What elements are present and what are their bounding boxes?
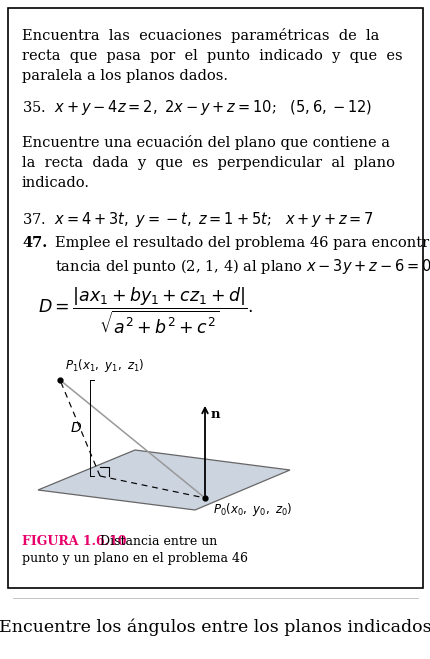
Text: Encuentra  las  ecuaciones  paramétricas  de  la
recta  que  pasa  por  el  punt: Encuentra las ecuaciones paramétricas de…: [22, 28, 402, 83]
Text: 37.  $x = 4 + 3t,\ y = -t,\ z = 1 + 5t$;   $x + y + z = 7$: 37. $x = 4 + 3t,\ y = -t,\ z = 1 + 5t$; …: [22, 210, 373, 229]
Text: 35.  $x + y - 4z = 2,\ 2x - y + z = 10$;   $(5, 6, -12)$: 35. $x + y - 4z = 2,\ 2x - y + z = 10$; …: [22, 98, 371, 117]
Text: FIGURA 1.6.10: FIGURA 1.6.10: [22, 535, 126, 548]
Text: Encuentre los ángulos entre los planos indicados: Encuentre los ángulos entre los planos i…: [0, 618, 430, 635]
Text: $D$: $D$: [70, 421, 82, 435]
Text: Emplee el resultado del problema 46 para encontrar la dis-
tancia del punto (2, : Emplee el resultado del problema 46 para…: [55, 236, 430, 276]
Text: 47.: 47.: [22, 236, 47, 250]
Bar: [8, 8, 422, 588]
Text: Encuentre una ecuación del plano que contiene a
la  recta  dada  y  que  es  per: Encuentre una ecuación del plano que con…: [22, 135, 394, 190]
Text: Distancia entre un: Distancia entre un: [92, 535, 217, 548]
Polygon shape: [38, 450, 289, 510]
Text: $D = \dfrac{|ax_1 + by_1 + cz_1 + d|}{\sqrt{a^2 + b^2 + c^2}}.$: $D = \dfrac{|ax_1 + by_1 + cz_1 + d|}{\s…: [38, 285, 252, 335]
Text: punto y un plano en el problema 46: punto y un plano en el problema 46: [22, 552, 247, 565]
Text: $P_1(x_1,\ y_1,\ z_1)$: $P_1(x_1,\ y_1,\ z_1)$: [65, 357, 144, 374]
Text: $P_0(x_0,\ y_0,\ z_0)$: $P_0(x_0,\ y_0,\ z_0)$: [212, 501, 292, 518]
Text: n: n: [211, 408, 220, 421]
